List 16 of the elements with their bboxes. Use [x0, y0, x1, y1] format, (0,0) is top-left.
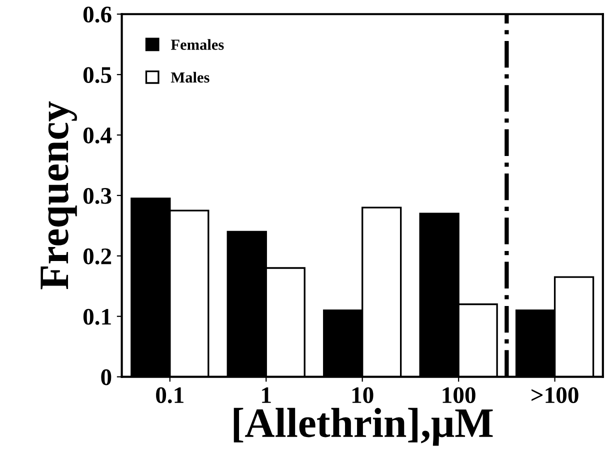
y-tick-label: 0.2	[83, 248, 112, 264]
legend-label: Males	[170, 72, 210, 83]
x-axis-title: [Allethrin],μM	[234, 408, 493, 446]
y-tick-label: 0.5	[83, 67, 112, 84]
y-axis-title: Frequency	[40, 101, 78, 290]
x-tick-label: 1	[262, 387, 271, 403]
y-tick-label: 0	[101, 369, 112, 386]
y-tick-label: 0.3	[83, 188, 112, 204]
y-tick-label: 0.1	[83, 308, 111, 325]
y-tick-label: 0.4	[83, 128, 112, 144]
x-tick-label: >100	[532, 387, 578, 404]
y-tick-label: 0.6	[83, 6, 112, 23]
legend-label: Females	[170, 39, 224, 50]
x-tick-label: 100	[442, 387, 476, 404]
x-tick-label: 0.1	[156, 387, 184, 404]
x-tick-label: 10	[352, 387, 374, 404]
